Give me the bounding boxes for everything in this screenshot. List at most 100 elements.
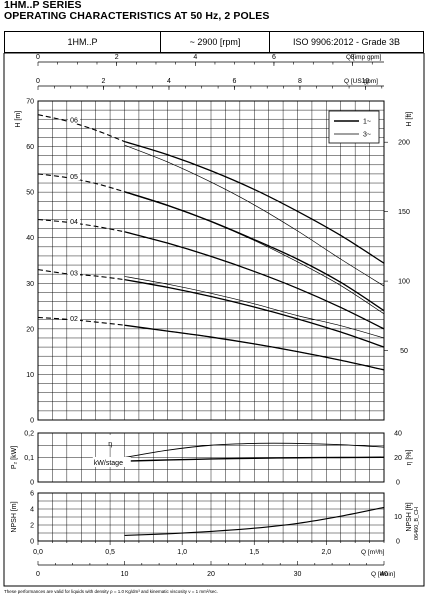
m3h-tick-label: 1,0 <box>177 549 187 556</box>
npsh-y-tick-label: 2 <box>30 523 34 530</box>
imp-gpm-tick-label: 8 <box>351 54 355 61</box>
curve-03-dashed <box>37 269 125 281</box>
imp-gpm-tick-label: 6 <box>272 54 276 61</box>
legend-box <box>328 110 380 144</box>
us-gpm-axis-label: Q [US gpm] <box>344 78 378 85</box>
head-y-tick-label: 0 <box>30 418 34 425</box>
lmin-tick-label: 30 <box>294 571 302 578</box>
curve-label-03: 03 <box>70 270 78 277</box>
lmin-tick-label: 0 <box>36 571 40 578</box>
legend-3phase-label: 3~ <box>363 132 371 139</box>
info-bar: 1HM..P ~ 2900 [rpm] ISO 9906:2012 - Grad… <box>4 31 424 53</box>
outer-frame <box>3 53 425 587</box>
curve-group-04: 04 <box>37 216 385 330</box>
eta-curve-label: η <box>108 441 112 448</box>
standard-cell: ISO 9906:2012 - Grade 3B <box>292 37 401 47</box>
npsh-curve <box>124 506 385 536</box>
curve-05-3phase <box>124 191 385 315</box>
power-y-tick-label: 0,2 <box>24 431 34 438</box>
curve-03-3phase <box>124 276 385 339</box>
npsh-ft-axis-label: NPSH [ft] <box>406 502 413 531</box>
us-gpm-tick-label: 0 <box>36 78 40 85</box>
curve-06-3phase <box>124 144 385 287</box>
npsh-y-tick-label: 4 <box>30 507 34 514</box>
curve-05-1phase <box>124 191 385 312</box>
curve-02-3phase <box>124 324 385 371</box>
lmin-tick-label: 40 <box>380 571 388 578</box>
us-gpm-tick-label: 4 <box>167 78 171 85</box>
head-y-tick-label: 60 <box>26 144 34 151</box>
eta-y-axis-label: η [%] <box>406 449 413 465</box>
npsh-ft-tick-label: 0 <box>396 539 400 546</box>
lmin-tick-label: 10 <box>121 571 129 578</box>
imp-gpm-tick-label: 0 <box>36 54 40 61</box>
m3h-tick-label: 2,0 <box>321 549 331 556</box>
eta-label-bg <box>98 435 111 445</box>
head-grid <box>37 100 385 421</box>
power-y-tick-label: 0 <box>30 480 34 487</box>
curve-label-bg <box>68 313 81 322</box>
eta-curve <box>124 442 385 458</box>
curve-group-02: 02 <box>37 313 385 371</box>
npsh-ft-tick-label: 10 <box>394 514 402 521</box>
m3h-axis-label: Q [m³/h] <box>361 549 385 556</box>
npsh-y-tick-label: 6 <box>30 491 34 498</box>
curve-02-dashed <box>37 316 125 326</box>
kw-label-bg <box>92 457 131 467</box>
footnote: These performances are valid for liquids… <box>4 589 218 594</box>
curve-group-03: 03 <box>37 268 385 348</box>
imp-gpm-tick-label: 4 <box>193 54 197 61</box>
curve-label-bg <box>68 172 81 181</box>
head-ft-tick-label: 150 <box>398 209 410 216</box>
eta-y-tick-label: 40 <box>394 431 402 438</box>
model-cell: 1HM..P <box>5 32 161 52</box>
curve-03-1phase <box>124 279 385 348</box>
imp-gpm-tick-label: 2 <box>115 54 119 61</box>
curve-label-04: 04 <box>70 219 78 226</box>
npsh-y-tick-label: 0 <box>30 539 34 546</box>
head-y-axis-label: H [m] <box>15 111 22 128</box>
series-title: 1HM..P SERIES <box>4 0 82 11</box>
curve-label-bg <box>68 115 81 124</box>
eta-y-tick-label: 20 <box>394 455 402 462</box>
head-y-tick-label: 70 <box>26 99 34 106</box>
head-ft-tick-label: 50 <box>400 348 408 355</box>
m3h-tick-label: 0,0 <box>33 549 43 556</box>
legend: 1~ 3~ <box>328 110 380 144</box>
curve-05-dashed <box>37 173 125 193</box>
lmin-axis-label: Q [l/min] <box>371 571 395 578</box>
curve-group-05: 05 <box>37 172 385 315</box>
power-y-tick-label: 0,1 <box>24 455 34 462</box>
m3h-tick-label: 1,5 <box>249 549 259 556</box>
head-y-tick-label: 30 <box>26 281 34 288</box>
us-gpm-tick-label: 8 <box>298 78 302 85</box>
curve-label-bg <box>68 268 81 277</box>
lmin-tick-label: 20 <box>207 571 215 578</box>
us-gpm-tick-label: 6 <box>233 78 237 85</box>
us-gpm-tick-label: 10 <box>362 78 370 85</box>
head-ft-tick-label: 200 <box>398 140 410 147</box>
npsh-y-axis-label: NPSH [m] <box>11 501 18 532</box>
head-y-tick-label: 50 <box>26 190 34 197</box>
npsh-grid <box>37 492 385 542</box>
us-gpm-tick-label: 2 <box>102 78 106 85</box>
m3h-tick-label: 0,5 <box>105 549 115 556</box>
eta-y-tick-label: 0 <box>396 480 400 487</box>
curve-label-06: 06 <box>70 118 78 125</box>
curve-label-02: 02 <box>70 316 78 323</box>
head-y-tick-label: 40 <box>26 235 34 242</box>
curve-group-06: 06 <box>37 114 385 287</box>
head-ft-tick-label: 100 <box>398 279 410 286</box>
curve-06-dashed <box>37 114 125 143</box>
legend-1phase-label: 1~ <box>363 119 371 126</box>
speed-cell: ~ 2900 [rpm] <box>161 32 270 52</box>
power-y-axis-label: P₂ [kW] <box>11 446 18 469</box>
curve-label-05: 05 <box>70 174 78 181</box>
curve-label-bg <box>68 216 81 225</box>
drawing-code: 06460_B_CH <box>414 506 420 540</box>
head-y-tick-label: 10 <box>26 372 34 379</box>
head-ft-axis-label: H [ft] <box>406 112 413 127</box>
kw-stage-curve-label: kW/stage <box>94 460 123 467</box>
curve-06-1phase <box>124 140 385 264</box>
curve-04-3phase <box>124 231 385 330</box>
